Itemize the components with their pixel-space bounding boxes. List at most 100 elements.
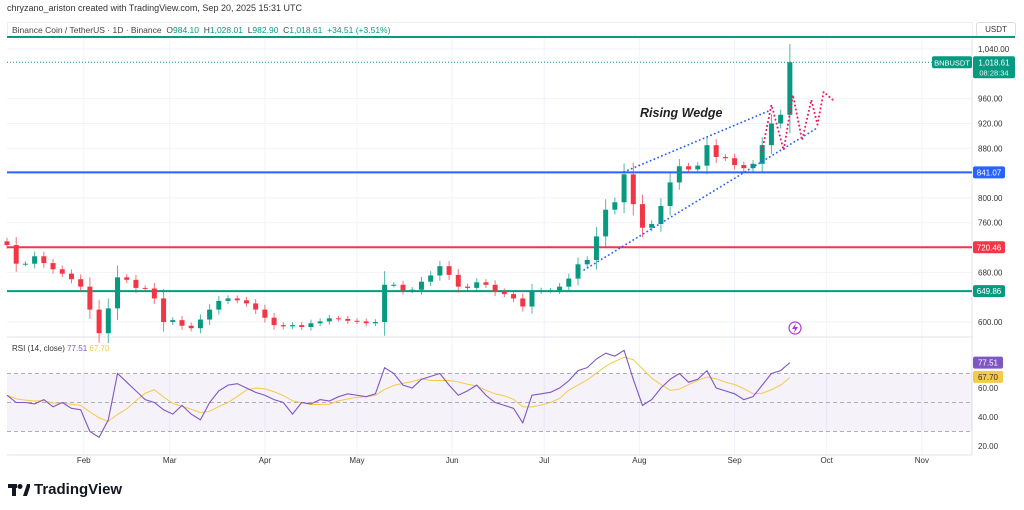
rsi-ma-label: 67.70	[978, 373, 999, 382]
rsi-title: RSI (14, close)	[12, 344, 67, 353]
candle	[253, 299, 259, 314]
candle	[13, 237, 19, 272]
rsi-tick-label: 40.00	[978, 413, 999, 422]
candle-body	[234, 298, 240, 301]
candle	[492, 280, 498, 297]
candle	[474, 278, 480, 293]
candle	[68, 269, 74, 284]
level-price-label: 841.07	[977, 168, 1002, 177]
rsi-ma-tag	[973, 370, 1003, 383]
candle	[686, 162, 692, 173]
candle-body	[271, 317, 277, 326]
candle	[667, 172, 673, 216]
candle	[290, 322, 296, 330]
candle	[501, 288, 507, 298]
x-tick-label: Jul	[539, 456, 549, 465]
candle	[363, 318, 369, 327]
candle	[603, 199, 609, 247]
price-chart[interactable]: Feb Mar Apr May Jun Jul Aug Sep Oct Nov 1,040.00 96…	[0, 0, 1024, 475]
candle-body	[382, 284, 388, 323]
symbol-name[interactable]: Binance Coin / TetherUS · 1D · Binance	[12, 25, 162, 35]
y-tick-label: 960.00	[978, 95, 1003, 104]
candle-body	[759, 145, 765, 164]
candle	[308, 319, 314, 331]
candle-body	[253, 303, 259, 310]
projection-path	[761, 89, 834, 152]
y-tick-label: 680.00	[978, 268, 1003, 277]
change-value: +34.51 (+3.51%)	[327, 25, 391, 35]
candle	[142, 285, 148, 292]
candle	[41, 251, 47, 268]
high-value: 1,028.01	[209, 25, 243, 35]
candle-body	[345, 318, 351, 321]
candle	[455, 268, 461, 293]
candle	[115, 265, 121, 321]
candle-body	[492, 284, 498, 292]
candle-body	[32, 256, 38, 264]
candle	[161, 288, 167, 332]
candle-body	[216, 300, 222, 310]
rsi-tick-label: 20.00	[978, 442, 999, 451]
candle	[400, 280, 406, 295]
candle	[612, 197, 618, 215]
candle-body	[483, 282, 489, 285]
candle-body	[13, 245, 19, 264]
candle	[50, 258, 56, 274]
candle	[225, 295, 231, 305]
candle-body	[105, 308, 111, 334]
candle	[299, 322, 305, 331]
credit-text: chryzano_ariston created with TradingVie…	[7, 3, 303, 13]
level-price-tag	[973, 285, 1005, 298]
candle	[630, 162, 636, 216]
candle	[382, 271, 388, 336]
candle-body	[520, 298, 526, 307]
candle-body	[787, 62, 793, 115]
candle	[105, 298, 111, 344]
candle-body	[317, 321, 323, 324]
candle-body	[603, 209, 609, 237]
candle-body	[290, 325, 296, 327]
price-pane	[7, 37, 972, 337]
candle-body	[538, 290, 544, 292]
candle-body	[566, 278, 572, 287]
candle-body	[658, 205, 664, 224]
candle	[658, 198, 664, 232]
candle-body	[96, 309, 102, 334]
y-tick-label: 760.00	[978, 219, 1003, 228]
candle	[372, 319, 378, 327]
candle	[262, 304, 268, 323]
open-value: 984.10	[172, 25, 199, 35]
candle-body	[621, 174, 627, 203]
candle	[4, 237, 10, 249]
last-price-label: 1,018.61	[978, 58, 1010, 67]
candle	[778, 109, 784, 129]
candle-body	[22, 263, 28, 265]
candle-body	[409, 289, 415, 291]
candle	[234, 295, 240, 304]
lightning-icon[interactable]	[788, 321, 802, 335]
candle-body	[4, 241, 10, 246]
candle	[418, 276, 424, 295]
rsi-tick-label: 60.00	[978, 384, 999, 393]
candle-body	[722, 156, 728, 159]
candle-body	[741, 165, 747, 169]
candle	[547, 287, 553, 293]
candle	[317, 318, 323, 327]
candle	[354, 318, 360, 325]
candle	[78, 274, 84, 292]
candle	[593, 226, 599, 270]
candle-body	[428, 275, 434, 282]
y-tick-label: 920.00	[978, 119, 1003, 128]
candle-body	[243, 300, 249, 304]
candle-body	[501, 291, 507, 295]
candle-body	[326, 318, 332, 322]
candle	[566, 273, 572, 292]
y-tick-label: 1,040.00	[978, 45, 1010, 54]
candle-body	[142, 287, 148, 289]
candle	[529, 283, 535, 314]
rsi-band	[7, 373, 972, 432]
candle	[768, 114, 774, 155]
candle-body	[437, 266, 443, 276]
last-price-tag	[973, 56, 1015, 79]
candle-body	[188, 325, 194, 329]
